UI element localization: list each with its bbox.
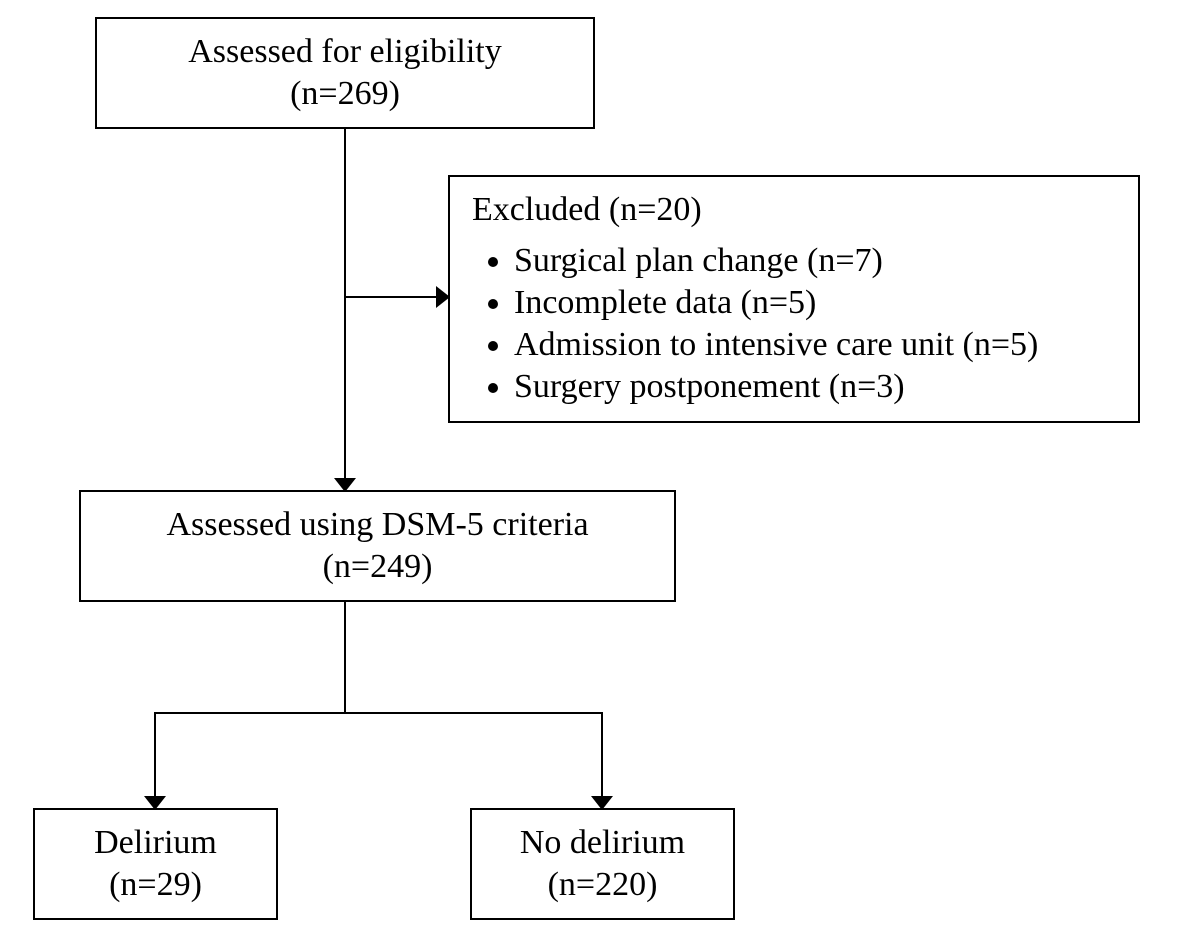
flowchart-connectors: [0, 0, 1181, 947]
text-line: (n=249): [323, 546, 433, 589]
text-line: Delirium: [94, 822, 217, 865]
text-line: (n=29): [109, 864, 202, 907]
node-no-delirium: No delirium (n=220): [470, 808, 735, 920]
excluded-item: Incomplete data (n=5): [514, 284, 1038, 322]
text-line: No delirium: [520, 822, 685, 865]
text-line: Assessed for eligibility: [188, 31, 502, 74]
excluded-title: Excluded (n=20): [472, 189, 702, 232]
node-delirium: Delirium (n=29): [33, 808, 278, 920]
node-assessed-dsm5: Assessed using DSM-5 criteria (n=249): [79, 490, 676, 602]
text-line: Assessed using DSM-5 criteria: [166, 504, 588, 547]
node-assessed-eligibility: Assessed for eligibility (n=269): [95, 17, 595, 129]
text-line: (n=220): [548, 864, 658, 907]
node-excluded: Excluded (n=20) Surgical plan change (n=…: [448, 175, 1140, 423]
excluded-list: Surgical plan change (n=7) Incomplete da…: [472, 238, 1038, 410]
excluded-item: Admission to intensive care unit (n=5): [514, 326, 1038, 364]
excluded-item: Surgery postponement (n=3): [514, 368, 1038, 406]
excluded-item: Surgical plan change (n=7): [514, 242, 1038, 280]
text-line: (n=269): [290, 73, 400, 116]
